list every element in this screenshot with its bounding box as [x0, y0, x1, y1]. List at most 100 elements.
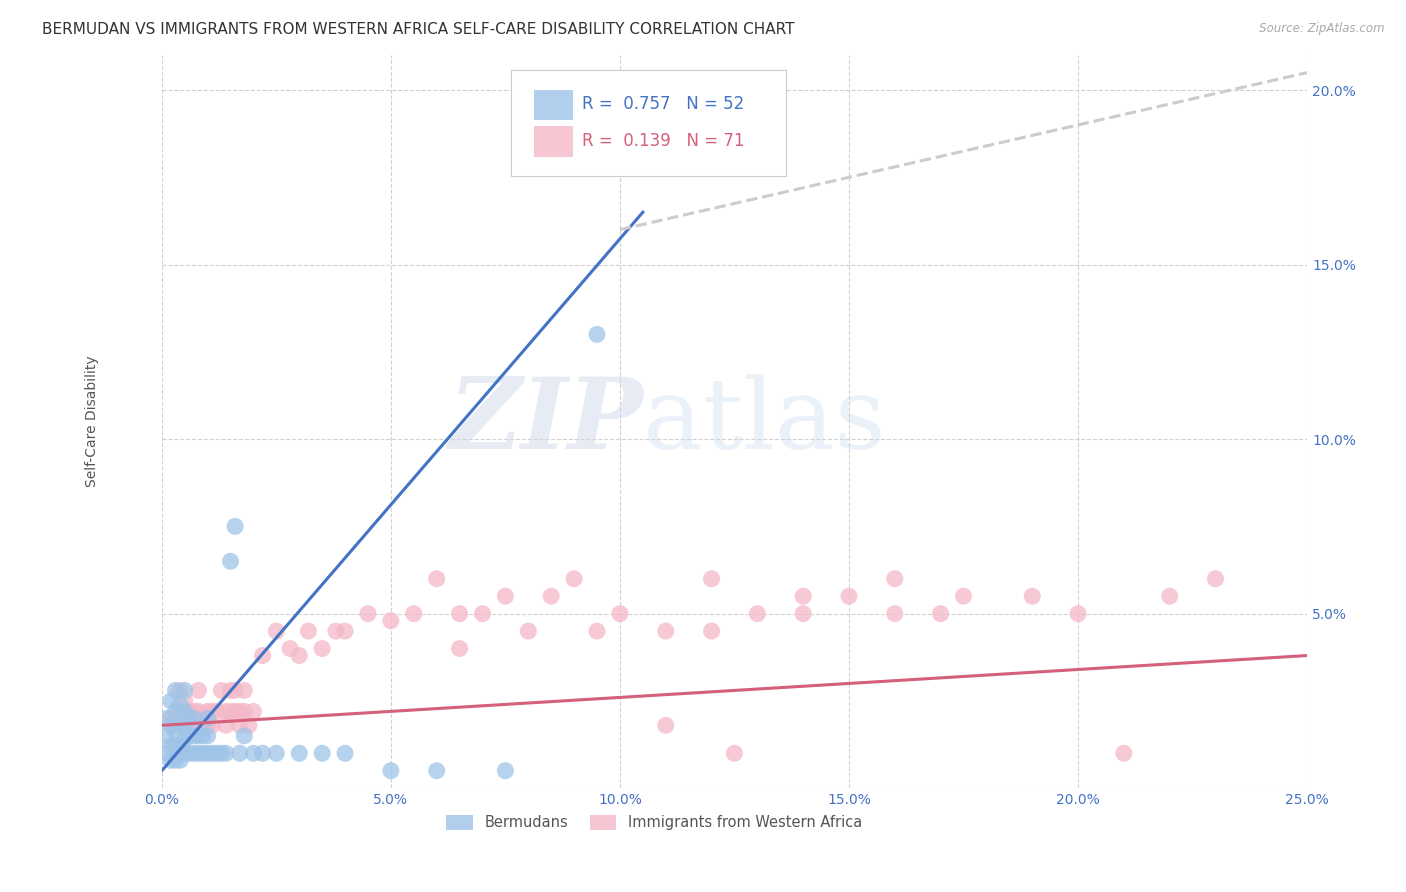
Text: Source: ZipAtlas.com: Source: ZipAtlas.com: [1260, 22, 1385, 36]
Point: [333, 624, 356, 639]
Point: [333, 746, 356, 760]
Point: [183, 711, 205, 725]
Point: [179, 718, 201, 732]
Point: [792, 607, 814, 621]
Point: [165, 739, 187, 754]
Point: [224, 683, 246, 698]
Point: [883, 607, 905, 621]
Point: [1205, 572, 1227, 586]
Point: [215, 718, 238, 732]
Y-axis label: Self-Care Disability: Self-Care Disability: [86, 356, 100, 487]
Point: [380, 614, 402, 628]
Point: [700, 624, 723, 639]
Point: [219, 683, 242, 698]
Point: [165, 725, 187, 739]
Point: [160, 718, 183, 732]
Point: [209, 683, 232, 698]
Text: ZIP: ZIP: [449, 374, 643, 470]
Point: [215, 705, 238, 719]
Point: [494, 764, 516, 778]
Point: [278, 641, 301, 656]
Point: [242, 705, 264, 719]
Point: [173, 732, 195, 747]
Point: [449, 641, 471, 656]
Point: [228, 746, 250, 760]
Point: [173, 718, 195, 732]
Point: [179, 746, 201, 760]
Point: [426, 764, 449, 778]
Point: [197, 729, 219, 743]
Point: [471, 607, 494, 621]
Point: [201, 746, 224, 760]
Point: [242, 746, 264, 760]
Point: [155, 711, 177, 725]
Point: [700, 572, 723, 586]
Text: R =  0.757   N = 52: R = 0.757 N = 52: [582, 95, 744, 113]
Point: [183, 746, 205, 760]
Point: [160, 711, 183, 725]
Point: [183, 718, 205, 732]
Point: [160, 694, 183, 708]
Point: [233, 705, 256, 719]
Point: [197, 705, 219, 719]
Point: [586, 624, 609, 639]
Point: [357, 607, 380, 621]
Point: [191, 746, 214, 760]
Point: [173, 746, 195, 760]
FancyBboxPatch shape: [534, 89, 574, 120]
Point: [325, 624, 347, 639]
Point: [238, 718, 260, 732]
Point: [266, 746, 288, 760]
Point: [209, 746, 232, 760]
Point: [173, 694, 195, 708]
Point: [1067, 607, 1090, 621]
Point: [654, 624, 676, 639]
Point: [179, 729, 201, 743]
Point: [191, 729, 214, 743]
FancyBboxPatch shape: [512, 70, 786, 176]
Point: [494, 589, 516, 603]
Point: [187, 746, 209, 760]
Point: [252, 648, 274, 663]
Point: [197, 711, 219, 725]
Point: [540, 589, 562, 603]
Point: [179, 705, 201, 719]
Point: [169, 698, 191, 712]
Point: [747, 607, 769, 621]
Point: [215, 746, 238, 760]
Point: [517, 624, 540, 639]
Point: [169, 739, 191, 754]
Point: [228, 718, 250, 732]
Point: [173, 683, 195, 698]
Point: [165, 718, 187, 732]
FancyBboxPatch shape: [534, 127, 574, 157]
Point: [169, 753, 191, 767]
Point: [1021, 589, 1043, 603]
Point: [233, 729, 256, 743]
Point: [586, 327, 609, 342]
Point: [1112, 746, 1135, 760]
Point: [288, 746, 311, 760]
Point: [155, 746, 177, 760]
Point: [165, 705, 187, 719]
Point: [228, 705, 250, 719]
Point: [449, 607, 471, 621]
Point: [219, 705, 242, 719]
Point: [609, 607, 631, 621]
Legend: Bermudans, Immigrants from Western Africa: Bermudans, Immigrants from Western Afric…: [440, 809, 868, 836]
Point: [173, 705, 195, 719]
Point: [201, 718, 224, 732]
Point: [883, 572, 905, 586]
Point: [297, 624, 319, 639]
Point: [252, 746, 274, 760]
Point: [205, 705, 228, 719]
Point: [723, 746, 745, 760]
Point: [266, 624, 288, 639]
Text: BERMUDAN VS IMMIGRANTS FROM WESTERN AFRICA SELF-CARE DISABILITY CORRELATION CHAR: BERMUDAN VS IMMIGRANTS FROM WESTERN AFRI…: [42, 22, 794, 37]
Point: [197, 746, 219, 760]
Text: R =  0.139   N = 71: R = 0.139 N = 71: [582, 132, 745, 150]
Point: [224, 705, 246, 719]
Point: [952, 589, 974, 603]
Point: [183, 705, 205, 719]
Point: [155, 729, 177, 743]
